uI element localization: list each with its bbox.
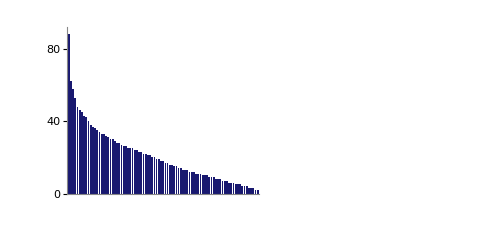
Bar <box>120 145 122 194</box>
Bar <box>252 188 254 194</box>
Bar <box>176 166 177 194</box>
Bar <box>140 152 142 194</box>
Bar <box>94 128 96 194</box>
Bar <box>96 130 98 194</box>
Bar <box>204 176 206 194</box>
Bar <box>219 179 221 194</box>
Bar <box>108 137 109 194</box>
Bar <box>154 157 156 194</box>
Bar <box>70 81 72 194</box>
Bar <box>160 161 162 194</box>
Bar <box>101 134 103 194</box>
Bar <box>211 177 213 194</box>
Bar <box>143 154 144 194</box>
Bar <box>162 161 164 194</box>
Bar <box>180 168 181 194</box>
Bar <box>138 152 140 194</box>
Bar <box>200 174 202 194</box>
Bar <box>171 164 173 194</box>
Bar <box>158 159 160 194</box>
Bar <box>116 143 118 194</box>
Bar <box>184 170 186 194</box>
Bar <box>119 143 120 194</box>
Bar <box>68 34 70 193</box>
Bar <box>239 184 241 194</box>
Bar <box>136 150 138 194</box>
Bar <box>72 88 74 194</box>
Bar <box>224 181 226 194</box>
Bar <box>169 164 171 194</box>
Bar <box>151 157 153 194</box>
Bar <box>257 190 259 194</box>
Bar <box>254 190 256 194</box>
Bar <box>191 172 192 194</box>
Bar <box>79 110 81 194</box>
Bar <box>145 154 146 194</box>
Bar <box>237 184 239 194</box>
Bar <box>130 148 131 194</box>
Bar <box>98 132 100 194</box>
Bar <box>189 172 191 194</box>
Bar <box>149 155 151 194</box>
Bar <box>77 107 78 194</box>
Bar <box>156 159 157 194</box>
Bar <box>125 146 127 194</box>
Bar <box>222 181 223 194</box>
Bar <box>105 136 107 194</box>
Bar <box>103 134 105 194</box>
Bar <box>134 150 135 194</box>
Bar <box>109 139 111 194</box>
Bar <box>173 166 175 194</box>
Bar <box>246 186 248 194</box>
Bar <box>167 163 168 194</box>
Bar <box>215 179 217 194</box>
Bar <box>165 163 166 194</box>
Bar <box>213 177 215 194</box>
Bar <box>235 184 237 194</box>
Bar <box>88 121 89 194</box>
Bar <box>197 174 199 194</box>
Bar <box>241 186 243 194</box>
Bar <box>90 125 92 194</box>
Bar <box>208 177 210 194</box>
Bar <box>248 188 250 194</box>
Bar <box>123 146 124 194</box>
Bar <box>193 172 195 194</box>
Bar <box>92 126 94 194</box>
Bar <box>112 139 114 194</box>
Bar <box>217 179 219 194</box>
Bar <box>230 183 232 194</box>
Bar <box>244 186 245 194</box>
Bar <box>206 176 208 194</box>
Bar <box>85 117 87 194</box>
Bar <box>226 181 228 194</box>
Bar <box>178 168 180 194</box>
Bar <box>74 98 76 194</box>
Bar <box>195 174 197 194</box>
Bar <box>250 188 252 194</box>
Bar <box>83 116 85 194</box>
Bar <box>147 155 149 194</box>
Bar <box>233 183 234 194</box>
Bar <box>187 170 188 194</box>
Bar <box>228 183 230 194</box>
Bar <box>132 148 133 194</box>
Bar <box>81 112 83 194</box>
Bar <box>182 170 184 194</box>
Bar <box>127 148 129 194</box>
Bar <box>202 176 204 194</box>
Bar <box>114 141 116 194</box>
